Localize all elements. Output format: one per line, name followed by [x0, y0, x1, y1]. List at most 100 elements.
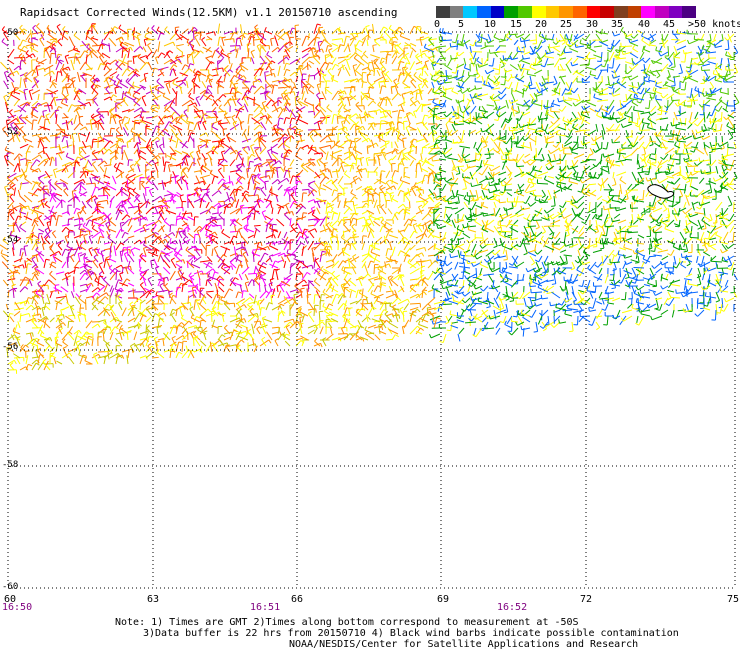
wind-barb	[466, 88, 470, 93]
wind-barb	[503, 180, 508, 185]
wind-barb	[55, 151, 65, 155]
wind-barb	[522, 159, 526, 164]
wind-barb	[229, 48, 237, 53]
wind-barb	[137, 53, 141, 58]
wind-barb	[457, 111, 460, 119]
wind-barb	[687, 123, 693, 130]
wind-barb	[447, 57, 453, 67]
wind-barb	[175, 55, 185, 59]
wind-barb	[511, 57, 519, 61]
wind-barb	[10, 90, 14, 95]
wind-barb	[15, 87, 20, 89]
wind-barb	[146, 147, 153, 155]
wind-barb	[96, 84, 101, 88]
wind-barb	[469, 57, 475, 67]
wind-barb	[43, 64, 54, 71]
wind-barb	[612, 87, 615, 95]
wind-barb	[144, 33, 147, 38]
wind-barb	[735, 102, 740, 105]
wind-barb	[165, 83, 171, 95]
wind-barb	[175, 43, 184, 47]
wind-barb	[88, 102, 92, 107]
wind-barb	[309, 136, 315, 143]
wind-barb	[124, 121, 129, 125]
wind-barb	[157, 128, 166, 137]
wind-barb	[457, 195, 460, 204]
wind-barb	[47, 27, 51, 35]
wind-barb	[617, 111, 621, 116]
wind-barb	[512, 51, 519, 60]
wind-barb	[571, 141, 579, 150]
wind-barb	[61, 136, 65, 143]
wind-barb	[247, 161, 251, 173]
colorbar-swatch	[572, 6, 587, 18]
wind-barb	[720, 147, 725, 150]
wind-barb	[668, 205, 673, 207]
wind-barb	[382, 109, 387, 113]
wind-barb	[92, 161, 96, 165]
wind-barb	[109, 158, 112, 167]
wind-barb	[691, 171, 699, 176]
wind-barb	[164, 29, 171, 35]
wind-barb	[235, 68, 239, 73]
wind-barb	[341, 120, 346, 123]
wind-barb	[337, 56, 349, 59]
wind-barb	[259, 115, 266, 119]
wind-barb	[145, 160, 153, 167]
wind-barb	[488, 39, 495, 44]
wind-barb	[469, 51, 474, 59]
wind-barb	[294, 97, 297, 107]
wind-barb	[528, 137, 537, 143]
wind-barb	[283, 76, 291, 83]
wind-barb	[253, 80, 258, 83]
wind-barb	[476, 56, 480, 61]
wind-barb	[713, 129, 723, 133]
wind-barb	[476, 165, 481, 168]
wind-barb	[380, 149, 387, 161]
wind-barb	[683, 135, 693, 141]
wind-barb	[361, 81, 364, 89]
wind-barb	[540, 64, 545, 68]
wind-barb	[724, 76, 727, 81]
wind-barb	[614, 87, 621, 93]
wind-barb	[191, 53, 195, 65]
wind-barb	[257, 131, 263, 134]
wind-barb	[431, 133, 435, 143]
wind-barb	[424, 70, 429, 77]
wind-barb	[645, 141, 651, 149]
wind-barb	[265, 84, 273, 89]
wind-barb	[589, 39, 592, 48]
wind-barb	[3, 30, 8, 34]
wind-barb	[648, 204, 653, 207]
wind-barb	[381, 71, 387, 83]
wind-barb	[529, 87, 537, 90]
wind-barb	[602, 153, 605, 158]
wind-barb	[264, 91, 267, 101]
wind-barb	[673, 75, 676, 86]
wind-barb	[661, 39, 666, 49]
wind-barb	[99, 114, 104, 118]
wind-barb	[30, 110, 34, 115]
wind-barb	[647, 161, 657, 167]
wind-barb	[389, 121, 394, 125]
wind-barb	[664, 105, 669, 115]
wind-barb	[694, 147, 705, 155]
wind-barb	[368, 137, 372, 142]
wind-barb	[91, 163, 99, 173]
wind-barb	[327, 133, 332, 136]
wind-barb	[283, 189, 288, 197]
wind-barb	[683, 143, 687, 147]
wind-barb	[99, 116, 105, 125]
wind-barb	[65, 73, 69, 77]
wind-barb	[315, 104, 319, 109]
wind-barb	[103, 147, 107, 151]
wind-barb	[380, 36, 387, 41]
wind-barb	[337, 164, 343, 173]
wind-barb	[490, 137, 494, 142]
wind-barb	[283, 69, 287, 77]
wind-barb	[179, 86, 183, 95]
wind-barb	[267, 115, 272, 120]
wind-barb	[354, 137, 359, 140]
wind-barb	[493, 33, 497, 38]
wind-barb	[253, 112, 262, 119]
